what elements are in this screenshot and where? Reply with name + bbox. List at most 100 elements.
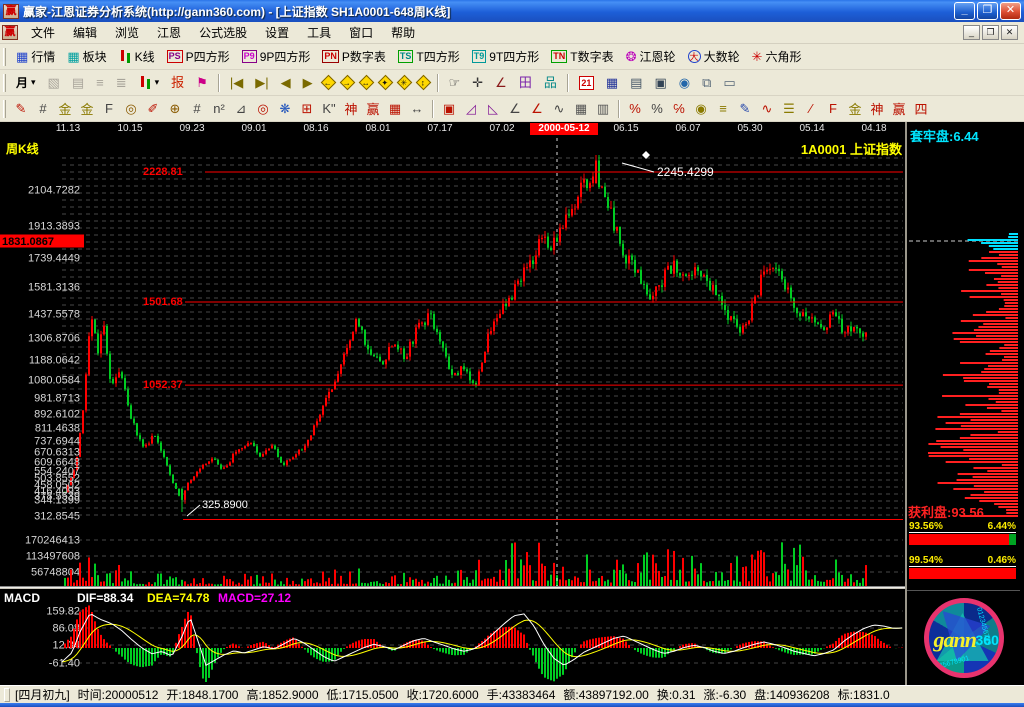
tool-draw-flag[interactable]: ⚑	[190, 73, 214, 93]
draw-ying-ruler[interactable]: 赢	[366, 102, 380, 117]
tool-hexagon[interactable]: ✳ 六角形	[746, 45, 808, 68]
draw-gann-compass[interactable]: ⊕	[169, 100, 181, 116]
vertical-splitter[interactable]	[905, 122, 907, 685]
draw-cycle-ruler-a[interactable]: #	[39, 101, 47, 116]
restore-button[interactable]: ❐	[977, 2, 998, 20]
minimize-button[interactable]: _	[954, 2, 975, 20]
tool-period-month[interactable]: 月 ▾	[16, 76, 36, 90]
pane-splitter[interactable]	[0, 586, 1020, 589]
draw-k-annotate[interactable]: K"	[322, 101, 336, 116]
child-close-button[interactable]: ✕	[1001, 25, 1018, 40]
tool-calculator[interactable]: ▦	[600, 73, 624, 93]
draw-shen-angle[interactable]: 神	[870, 102, 884, 117]
tool-gann-wheel[interactable]: ❂ 江恩轮	[620, 45, 682, 68]
tool-gann-all-expand[interactable]: ✳	[396, 74, 412, 91]
draw-shen-ruler[interactable]: 神	[344, 102, 358, 117]
draw-span-measure[interactable]: ↔	[410, 101, 424, 116]
tool-gann-shift-left[interactable]: ←	[320, 74, 336, 91]
child-minimize-button[interactable]: _	[963, 25, 980, 40]
draw-frame-box[interactable]: ▣	[442, 100, 456, 116]
tool-calendar-21[interactable]: 21	[573, 73, 600, 93]
draw-angle-fan[interactable]: ∠	[509, 100, 521, 116]
tool-goto-first[interactable]: |◀	[224, 73, 249, 93]
tool-printer[interactable]: ▭	[717, 73, 741, 93]
draw-ink-pen[interactable]: ✎	[739, 100, 751, 116]
draw-percent[interactable]: %	[651, 101, 663, 116]
tool-gann-v-expand[interactable]: ↕	[415, 74, 431, 91]
tool-step-back[interactable]: ◀	[275, 73, 297, 93]
tool-quotes[interactable]: ▦ 行情	[10, 45, 61, 68]
draw-cycle-ruler-b[interactable]: #	[193, 101, 201, 116]
tool-t-number-table[interactable]: TN T数字表	[545, 45, 619, 68]
tool-big-number-wheel[interactable]: 大大数轮	[682, 45, 746, 68]
draw-spiral[interactable]: ◎	[125, 100, 137, 116]
draw-fib-ruler[interactable]: F	[105, 101, 113, 116]
menu-6[interactable]: 工具	[307, 26, 332, 40]
tool-sectors[interactable]: ▦ 板块	[61, 45, 112, 68]
tool-chart-mode-disabled[interactable]: ▧	[42, 73, 66, 93]
draw-sine-wave[interactable]: ∿	[761, 100, 773, 116]
price-chart-canvas[interactable]: 2228.81 1501.68 1052.37 1831.0867 2104.7282 1…	[0, 136, 905, 522]
tool-goto-last[interactable]: ▶|	[249, 73, 274, 93]
close-button[interactable]: ✕	[1000, 2, 1021, 20]
tool-drag-hand[interactable]: ☞	[443, 73, 467, 93]
tool-notes[interactable]: ▤	[624, 73, 648, 93]
menu-0[interactable]: 文件	[31, 26, 56, 40]
tool-save[interactable]: ▣	[648, 73, 672, 93]
draw-ying-angle[interactable]: 赢	[892, 102, 906, 117]
draw-gold-levels[interactable]: ≡	[719, 101, 727, 116]
draw-gold-angle[interactable]: 金	[848, 102, 862, 117]
tool-p-square[interactable]: PS P四方形	[161, 45, 236, 68]
menu-3[interactable]: 江恩	[157, 26, 182, 40]
draw-dense-grid-a[interactable]: ▦	[574, 100, 588, 116]
draw-draw-brush[interactable]: ✐	[147, 100, 159, 116]
tool-measure-line[interactable]: ∠	[489, 73, 513, 93]
tool-gann-shift-right[interactable]: →	[339, 74, 355, 91]
draw-grid-123[interactable]: ▦	[388, 100, 402, 116]
tool-export-doc[interactable]: ⧉	[696, 73, 717, 93]
draw-draw-pen[interactable]: ✎	[15, 100, 27, 116]
tool-t-square[interactable]: TS T四方形	[392, 45, 466, 68]
tool-gann-center[interactable]: ✦	[377, 74, 393, 91]
draw-target-circle[interactable]: ◎	[257, 100, 269, 116]
tool-gann-h-expand[interactable]: ↔	[358, 74, 374, 91]
draw-protractor[interactable]: ⊿	[235, 100, 247, 116]
menu-1[interactable]: 编辑	[73, 26, 98, 40]
draw-pct-channel[interactable]: %	[629, 101, 641, 116]
tool-9p-square[interactable]: P9 9P四方形	[236, 45, 317, 68]
draw-f-angle[interactable]: F	[829, 101, 837, 116]
draw-gann-web[interactable]: ⊞	[301, 100, 313, 116]
tool-bars9-disabled[interactable]: ≣	[110, 73, 133, 93]
draw-gold-circle[interactable]: ◉	[695, 100, 707, 116]
tool-crosshair[interactable]: ✛	[466, 73, 489, 93]
tool-step-forward[interactable]: ▶	[297, 73, 319, 93]
menu-7[interactable]: 窗口	[349, 26, 374, 40]
menu-4[interactable]: 公式选股	[199, 26, 248, 40]
draw-zigzag[interactable]: ∿	[553, 100, 565, 116]
menu-5[interactable]: 设置	[265, 26, 290, 40]
draw-fan-lines-b[interactable]: ◺	[488, 100, 498, 116]
draw-square-n2[interactable]: n²	[213, 101, 225, 116]
menu-8[interactable]: 帮助	[391, 26, 416, 40]
volume-canvas[interactable]: 170246413 113497608 56748804	[0, 522, 905, 586]
draw-j-angle[interactable]: ∕	[809, 101, 813, 116]
tool-kline[interactable]: K线	[113, 45, 161, 68]
tool-tool-grid-purple[interactable]: 田	[513, 73, 538, 93]
tool-bars3-disabled[interactable]: ≡	[90, 73, 110, 93]
draw-fan-lines-a[interactable]: ◿	[466, 100, 476, 116]
tool-web-home[interactable]: ◉	[673, 73, 696, 93]
draw-gann-snowflake[interactable]: ❋	[279, 100, 291, 116]
child-restore-button[interactable]: ❐	[982, 25, 999, 40]
draw-pct-retrace[interactable]: ℅	[673, 101, 685, 116]
draw-four-angle[interactable]: 四	[914, 102, 928, 117]
tool-info-disabled[interactable]: ▤	[66, 73, 90, 93]
draw-gold-grid[interactable]: ☰	[783, 100, 795, 116]
tool-report[interactable]: 报	[165, 73, 190, 93]
draw-trend-angles[interactable]: ∠	[531, 100, 543, 116]
menu-2[interactable]: 浏览	[115, 26, 140, 40]
draw-gold-section-b[interactable]: 金	[80, 102, 94, 117]
draw-dense-grid-b[interactable]: ▥	[596, 100, 610, 116]
tool-p-number-table[interactable]: PN P数字表	[316, 45, 392, 68]
tool-9t-square[interactable]: T9 9T四方形	[466, 45, 546, 68]
